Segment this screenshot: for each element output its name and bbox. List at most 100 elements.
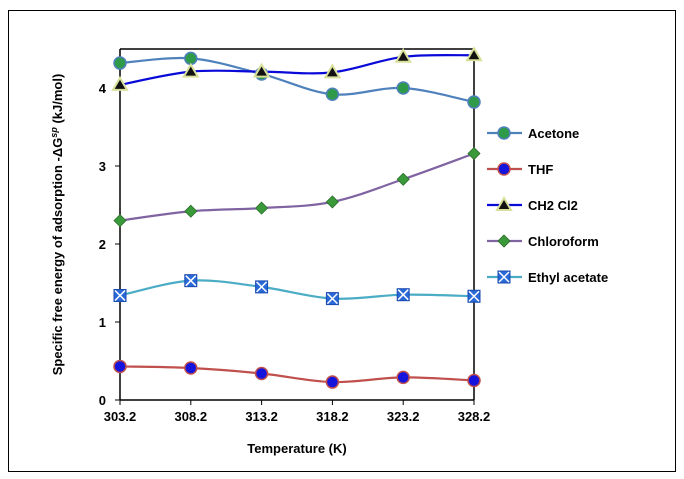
legend-marker: [497, 270, 511, 284]
y-axis-title-superscript: sp: [49, 127, 59, 138]
legend-marker: [497, 234, 511, 248]
x-tick-label: 308.2: [175, 409, 208, 424]
data-point-acetone: [184, 51, 198, 66]
marker-triangle: [394, 47, 412, 63]
data-point-ch2-cl2: [182, 62, 200, 78]
marker-diamond: [467, 146, 481, 161]
series-lines: [119, 53, 475, 384]
marker-diamond: [255, 201, 269, 215]
marker-circle: [467, 95, 481, 109]
legend-marker: [495, 196, 513, 211]
data-point-ch2-cl2: [323, 63, 342, 79]
marker-cross: [185, 275, 197, 287]
marker-circle: [325, 87, 340, 101]
marker-circle: [467, 373, 481, 388]
y-tick-label: 4: [99, 81, 107, 96]
y-tick-label: 2: [99, 237, 106, 252]
marker-triangle: [323, 63, 342, 79]
chart-frame: 0 1 2 3 4 303.2 308.2 313.2 318.2 323.2 328.2 Temp…: [8, 10, 676, 472]
marker-circle: [184, 361, 198, 375]
series-line-ch2-cl2: [119, 53, 475, 86]
data-point-ch2-cl2: [394, 47, 412, 63]
legend-item-acetone: Acetone: [487, 126, 579, 141]
data-point-ethyl-acetate: [325, 292, 339, 306]
chart-canvas: 0 1 2 3 4 303.2 308.2 313.2 318.2 323.2 328.2 Temp…: [49, 46, 608, 456]
data-point-ethyl-acetate: [396, 288, 410, 302]
data-point-ch2-cl2: [465, 46, 483, 62]
marker-circle: [254, 366, 269, 381]
marker-cross: [114, 289, 126, 302]
series-line-ethyl-acetate: [119, 279, 475, 300]
data-point-chloroform: [396, 172, 410, 186]
marker-cross: [256, 281, 268, 293]
marker-circle: [497, 126, 511, 140]
marker-cross: [468, 290, 480, 302]
series-markers: [111, 46, 483, 389]
data-point-acetone: [396, 81, 410, 95]
marker-triangle: [465, 46, 483, 62]
data-point-chloroform: [184, 204, 198, 218]
data-point-ch2-cl2: [111, 75, 129, 91]
marker-circle: [113, 56, 127, 70]
data-point-ethyl-acetate: [113, 288, 127, 302]
data-point-acetone: [113, 56, 127, 70]
data-point-ethyl-acetate: [184, 274, 198, 288]
marker-circle: [184, 51, 198, 66]
data-point-ch2-cl2: [252, 62, 271, 78]
data-point-thf: [467, 373, 481, 388]
marker-diamond: [184, 204, 198, 218]
x-tick-label: 313.2: [245, 409, 278, 424]
series-line-acetone: [119, 56, 475, 104]
x-tick-label: 323.2: [387, 409, 420, 424]
marker-triangle: [111, 75, 129, 91]
data-point-thf: [396, 370, 410, 385]
marker-diamond: [113, 214, 127, 228]
series-line-chloroform: [119, 152, 475, 222]
legend-marker: [497, 162, 511, 176]
data-point-chloroform: [113, 214, 127, 228]
data-point-thf: [113, 359, 127, 374]
legend-item-ethyl-acetate: Ethyl acetate: [487, 270, 608, 285]
marker-circle: [113, 359, 127, 374]
x-tick-label: 303.2: [104, 409, 137, 424]
marker-cross: [498, 271, 510, 283]
data-point-ethyl-acetate: [467, 289, 481, 303]
legend-marker: [497, 126, 511, 140]
marker-triangle: [495, 196, 513, 211]
y-tick-label: 0: [99, 393, 106, 408]
y-axis-title-unit: (kJ/mol): [50, 74, 65, 127]
data-point-thf: [254, 366, 269, 381]
legend-item-ch2-cl2: CH2 Cl2: [487, 196, 578, 213]
x-axis-title: Temperature (K): [247, 441, 346, 456]
legend-label: CH2 Cl2: [528, 198, 578, 213]
marker-circle: [396, 370, 410, 385]
y-tick-label: 3: [99, 159, 106, 174]
marker-circle: [497, 162, 511, 176]
legend-item-chloroform: Chloroform: [487, 234, 599, 249]
marker-triangle: [252, 62, 271, 78]
data-point-chloroform: [467, 146, 481, 161]
legend-label: THF: [528, 162, 553, 177]
x-tick-label: 328.2: [458, 409, 491, 424]
legend-item-thf: THF: [487, 162, 553, 177]
axes: 0 1 2 3 4 303.2 308.2 313.2 318.2 323.2 328.2: [99, 48, 491, 424]
marker-diamond: [396, 172, 410, 186]
data-point-thf: [325, 375, 340, 389]
y-tick-label: 1: [99, 315, 106, 330]
legend-label: Acetone: [528, 126, 579, 141]
data-point-chloroform: [325, 195, 339, 209]
data-point-ethyl-acetate: [255, 280, 269, 294]
x-tick-label: 318.2: [316, 409, 349, 424]
data-point-thf: [184, 361, 198, 375]
y-axis-title-main: Specific free energy of adsorption -ΔG: [50, 138, 65, 376]
y-axis-title: Specific free energy of adsorption -ΔGsp…: [49, 74, 65, 376]
marker-cross: [326, 293, 338, 305]
data-point-chloroform: [255, 201, 269, 215]
marker-circle: [325, 375, 340, 389]
data-point-acetone: [325, 87, 340, 101]
legend: Acetone THF CH2 Cl2 Chloroform Ethyl acetate: [487, 126, 608, 285]
data-point-acetone: [467, 95, 481, 109]
legend-label: Chloroform: [528, 234, 599, 249]
marker-cross: [397, 289, 409, 301]
legend-label: Ethyl acetate: [528, 270, 608, 285]
